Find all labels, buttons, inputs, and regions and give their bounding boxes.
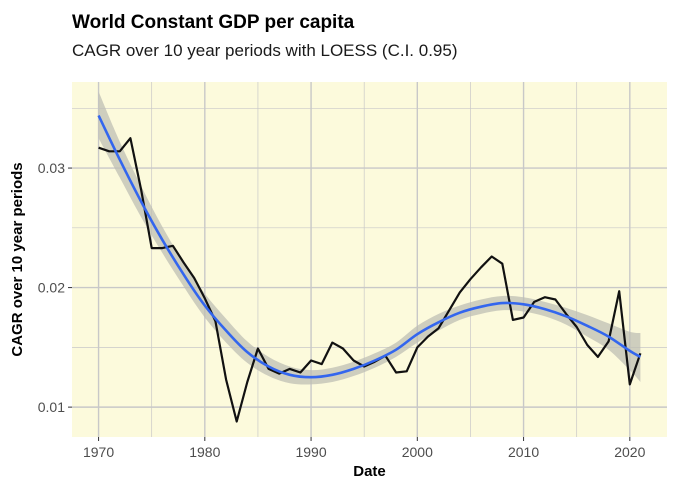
loess-smooth-line: [97, 114, 642, 379]
y-axis-title: CAGR over 10 year periods: [9, 162, 26, 356]
x-axis-ticks: 1970 1980 1990 2000 2010 2020: [83, 437, 646, 460]
x-tick-label: 2000: [402, 444, 433, 460]
chart-title: World Constant GDP per capita: [72, 12, 355, 33]
x-axis-title: Date: [353, 463, 386, 480]
plot-panel: [72, 82, 667, 437]
y-tick-label: 0.01: [38, 399, 65, 415]
chart-subtitle: CAGR over 10 year periods with LOESS (C.…: [72, 41, 458, 60]
x-tick-label: 1980: [189, 444, 220, 460]
y-tick-label: 0.03: [38, 160, 65, 176]
grid-lines: [72, 82, 667, 437]
x-tick-label: 2010: [508, 444, 539, 460]
x-tick-label: 1970: [83, 444, 114, 460]
x-tick-label: 2020: [614, 444, 645, 460]
y-tick-label: 0.02: [38, 280, 65, 296]
y-axis-ticks: 0.01 0.02 0.03: [38, 160, 72, 415]
x-tick-label: 1990: [295, 444, 326, 460]
